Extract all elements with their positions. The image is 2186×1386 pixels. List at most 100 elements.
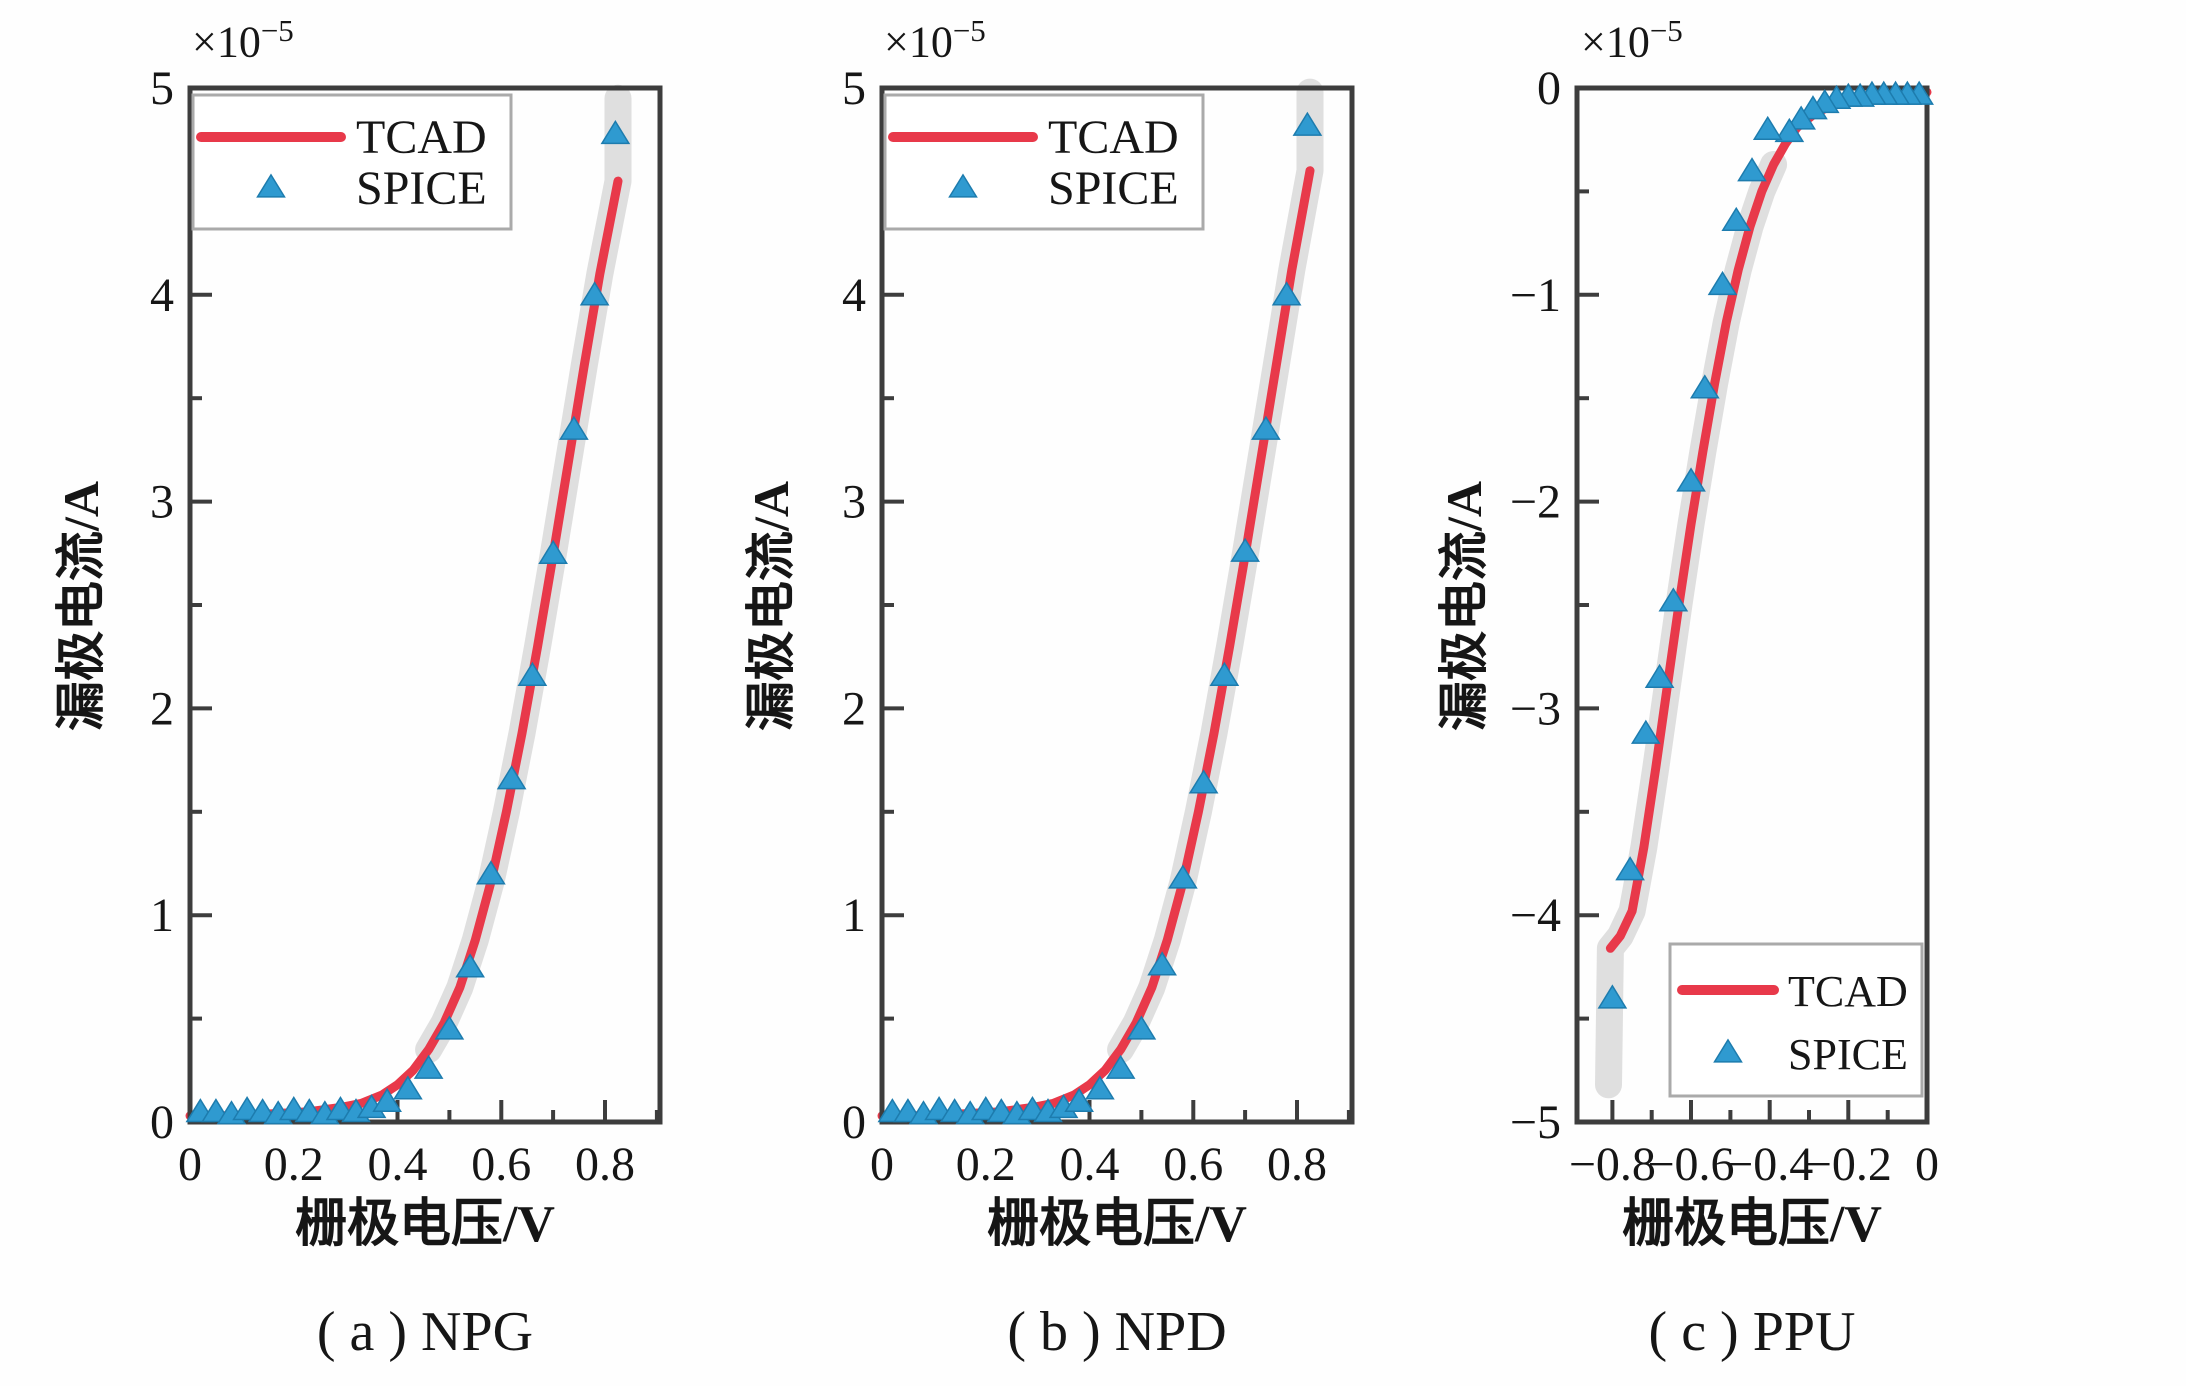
legend-spice-label: SPICE — [1048, 162, 1179, 215]
caption-a: ( a ) NPG — [316, 1301, 534, 1363]
x-tick-label: 0.4 — [1060, 1138, 1120, 1191]
legend-spice-marker — [1713, 1038, 1743, 1063]
y-tick-label: 3 — [842, 476, 866, 529]
spice-marker — [1209, 661, 1240, 686]
caption-b: ( b ) NPD — [1007, 1301, 1227, 1363]
spice-marker — [1168, 864, 1198, 889]
spice-points — [877, 111, 1323, 1125]
y-tick-label: −1 — [1510, 269, 1561, 322]
spice-marker — [1644, 663, 1675, 689]
spice-marker — [413, 1054, 444, 1079]
spice-marker — [1292, 111, 1323, 136]
x-tick-label: −0.8 — [1569, 1138, 1656, 1191]
spice-marker — [559, 415, 589, 440]
caption-c: ( c ) PPU — [1648, 1301, 1856, 1363]
spice-marker — [496, 765, 527, 790]
spice-marker — [1798, 95, 1828, 120]
x-axis-label-b: 栅极电压/V — [986, 1196, 1247, 1253]
legend-spice-marker — [256, 173, 286, 198]
spice-marker — [393, 1075, 423, 1100]
spice-marker — [1085, 1075, 1115, 1100]
uncertainty-band — [415, 84, 632, 1064]
legend-spice-label: SPICE — [356, 162, 487, 215]
uncertainty-band — [1107, 78, 1324, 1064]
spice-marker — [1658, 587, 1689, 612]
spice-marker — [1064, 1087, 1094, 1112]
y-tick-label: 5 — [842, 62, 866, 115]
legend-tcad-label: TCAD — [1048, 111, 1179, 164]
axis-ticks — [1577, 86, 1929, 1124]
legend-tcad-label: TCAD — [356, 111, 487, 164]
spice-marker — [455, 953, 485, 978]
axis-ticks — [880, 86, 1351, 1124]
tcad-line — [877, 166, 1315, 1121]
y-tick-label: 0 — [842, 1096, 866, 1149]
spice-marker — [1774, 117, 1805, 143]
y-tick-label: 4 — [150, 269, 174, 322]
x-tick-label: 0.2 — [956, 1138, 1016, 1191]
spice-marker — [1251, 415, 1281, 440]
y-tick-label: 5 — [150, 62, 174, 115]
x-tick-label: 0.6 — [1163, 1138, 1223, 1191]
spice-marker — [1597, 984, 1628, 1009]
legend-spice-label: SPICE — [1788, 1030, 1908, 1079]
legend-spice-marker — [948, 173, 978, 198]
x-tick-label: 0.8 — [1267, 1138, 1327, 1191]
spice-marker — [1707, 270, 1738, 296]
x-tick-label: −0.6 — [1647, 1138, 1734, 1191]
spice-points — [1597, 80, 1934, 1009]
x-tick-label: 0 — [178, 1138, 202, 1191]
spice-marker — [476, 860, 506, 885]
spice-marker — [1721, 206, 1752, 232]
spice-marker — [1230, 537, 1260, 562]
spice-marker — [1630, 719, 1661, 744]
spice-marker — [1126, 1015, 1157, 1040]
plot-border — [187, 85, 663, 1125]
y-tick-label: 0 — [150, 1096, 174, 1149]
x-axis-label-c: 栅极电压/V — [1621, 1196, 1882, 1253]
scale-label-b: ×10−5 — [884, 13, 986, 67]
legend-tcad-label: TCAD — [1788, 967, 1908, 1016]
legend-box — [1668, 942, 1924, 1098]
y-tick-label: −5 — [1510, 1096, 1561, 1149]
y-tick-label: 4 — [842, 269, 866, 322]
spice-marker — [600, 119, 631, 145]
spice-marker — [1752, 115, 1783, 141]
tcad-line — [185, 176, 623, 1121]
legend-box — [191, 93, 513, 231]
spice-marker — [434, 1015, 465, 1040]
spice-marker — [517, 661, 548, 686]
y-tick-label: 1 — [150, 889, 174, 942]
y-axis-label-a: 漏极电流/A — [53, 481, 109, 731]
x-tick-label: 0.4 — [368, 1138, 428, 1191]
y-tick-label: 2 — [150, 682, 174, 735]
spice-marker — [1676, 467, 1706, 492]
spice-marker — [1737, 157, 1767, 182]
y-tick-label: −3 — [1510, 682, 1561, 735]
legend: TCAD SPICE — [1668, 942, 1924, 1098]
legend-box — [883, 93, 1205, 231]
scale-label-a: ×10−5 — [192, 13, 294, 67]
spice-marker — [538, 539, 568, 564]
spice-marker — [1689, 374, 1720, 399]
scale-label-c: ×10−5 — [1581, 13, 1683, 67]
y-tick-label: 0 — [1537, 62, 1561, 115]
x-tick-label: 0 — [1915, 1138, 1939, 1191]
x-tick-label: 0.8 — [575, 1138, 635, 1191]
y-tick-label: 1 — [842, 889, 866, 942]
spice-marker — [579, 281, 610, 306]
axis-ticks — [188, 86, 659, 1124]
x-axis-label-a: 栅极电压/V — [294, 1196, 555, 1253]
y-tick-label: 3 — [150, 476, 174, 529]
spice-marker — [1615, 856, 1645, 881]
x-tick-label: 0.2 — [264, 1138, 324, 1191]
spice-points — [185, 119, 631, 1125]
x-tick-label: −0.4 — [1726, 1138, 1813, 1191]
plot-border — [879, 85, 1355, 1125]
